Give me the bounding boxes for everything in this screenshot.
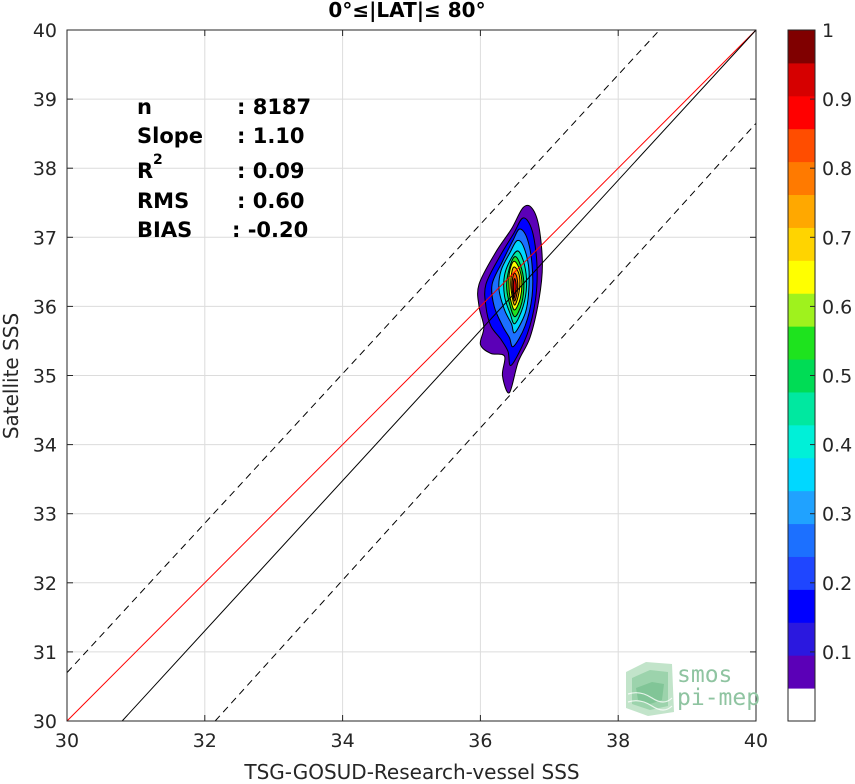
y-tick-label-3: 33 xyxy=(33,504,57,526)
stat-bias-value: : -0.20 xyxy=(232,218,308,242)
colorbar-ticks: 0.1 0.2 0.3 0.4 0.5 0.6 0.7 0.8 0.9 1 xyxy=(810,20,852,664)
colorbar-tick-label-5: 0.6 xyxy=(822,296,852,318)
logo-line-2: pi-mep xyxy=(677,685,760,711)
colorbar-segment-12 xyxy=(788,293,815,327)
colorbar-tick-label-0: 0.1 xyxy=(822,642,852,664)
x-tick-label-3: 36 xyxy=(468,730,492,752)
colorbar-segment-8 xyxy=(788,424,815,459)
stat-r2-value: : 0.09 xyxy=(237,159,305,183)
statistics-box: n : 8187 Slope : 1.10 R 2 : 0.09 RMS : 0… xyxy=(137,95,311,242)
y-tick-label-1: 31 xyxy=(33,642,57,664)
colorbar-segment-1 xyxy=(788,655,815,689)
one-to-one-line xyxy=(66,29,757,722)
y-tick-label-8: 38 xyxy=(33,158,57,180)
x-tick-label-4: 38 xyxy=(606,730,630,752)
x-tick-label-0: 30 xyxy=(55,730,79,752)
y-tick-label-7: 37 xyxy=(33,227,57,249)
colorbar-tick-label-3: 0.4 xyxy=(822,435,852,457)
colorbar-tick-label-8: 0.9 xyxy=(822,89,852,111)
smos-pi-mep-logo: smos pi-mep xyxy=(626,662,760,716)
colorbar-segment-11 xyxy=(788,326,815,360)
stat-n-key: n xyxy=(137,95,152,119)
stat-slope-key: Slope xyxy=(137,124,203,148)
colorbar-segment-2 xyxy=(788,622,815,656)
stat-r2-superscript: 2 xyxy=(153,152,163,168)
stat-rms-key: RMS xyxy=(137,189,189,213)
chart-title: 0°≤|LAT|≤ 80° xyxy=(328,0,485,22)
colorbar-segment-5 xyxy=(788,523,815,557)
x-tick-label-1: 32 xyxy=(193,730,217,752)
y-tick-label-9: 39 xyxy=(33,89,57,111)
colorbar xyxy=(788,30,815,722)
y-tick-label-6: 36 xyxy=(33,296,57,318)
x-tick-label-5: 40 xyxy=(744,730,768,752)
y-tick-label-10: 40 xyxy=(33,20,57,42)
x-tick-label-2: 34 xyxy=(331,730,355,752)
colorbar-segment-18 xyxy=(788,95,815,130)
reference-lines xyxy=(66,29,757,722)
stat-slope-value: : 1.10 xyxy=(237,124,305,148)
colorbar-segment-6 xyxy=(788,490,815,525)
colorbar-segment-14 xyxy=(788,227,815,261)
colorbar-segment-13 xyxy=(788,260,815,294)
colorbar-segment-20 xyxy=(788,30,815,64)
colorbar-tick-label-2: 0.3 xyxy=(822,504,852,526)
colorbar-segment-4 xyxy=(788,556,815,590)
logo-icon xyxy=(626,662,674,716)
stat-bias-key: BIAS xyxy=(137,218,192,242)
colorbar-segment-15 xyxy=(788,194,815,228)
colorbar-tick-label-7: 0.8 xyxy=(822,158,852,180)
colorbar-segment-7 xyxy=(788,457,815,492)
lower-bound-line xyxy=(214,122,757,722)
regression-line xyxy=(121,29,757,722)
logo-line-1: smos xyxy=(677,662,732,688)
x-axis-label: TSG-GOSUD-Research-vessel SSS xyxy=(243,760,579,784)
colorbar-tick-label-4: 0.5 xyxy=(822,366,852,388)
colorbar-tick-label-1: 0.2 xyxy=(822,573,852,595)
y-tick-label-4: 34 xyxy=(33,435,57,457)
y-axis-label: Satellite SSS xyxy=(0,313,23,439)
colorbar-segment-19 xyxy=(788,62,815,97)
colorbar-segment-0 xyxy=(788,688,815,722)
y-tick-label-5: 35 xyxy=(33,366,57,388)
y-tick-label-0: 30 xyxy=(33,711,57,733)
x-axis-ticks: 30 32 34 36 38 40 xyxy=(55,30,768,752)
colorbar-segment-17 xyxy=(788,128,815,163)
upper-bound-line xyxy=(66,29,660,673)
stat-n-value: : 8187 xyxy=(237,95,311,119)
colorbar-segment-9 xyxy=(788,391,815,426)
colorbar-segment-3 xyxy=(788,589,815,623)
colorbar-tick-label-6: 0.7 xyxy=(822,227,852,249)
colorbar-segment-16 xyxy=(788,161,815,196)
colorbar-tick-label-9: 1 xyxy=(822,20,834,42)
density-contours xyxy=(477,204,543,394)
y-tick-label-2: 32 xyxy=(33,573,57,595)
y-axis-ticks: 30 31 32 33 34 35 36 37 38 39 40 xyxy=(33,20,756,733)
stat-rms-value: : 0.60 xyxy=(237,189,305,213)
stat-r2-key: R xyxy=(137,159,153,183)
